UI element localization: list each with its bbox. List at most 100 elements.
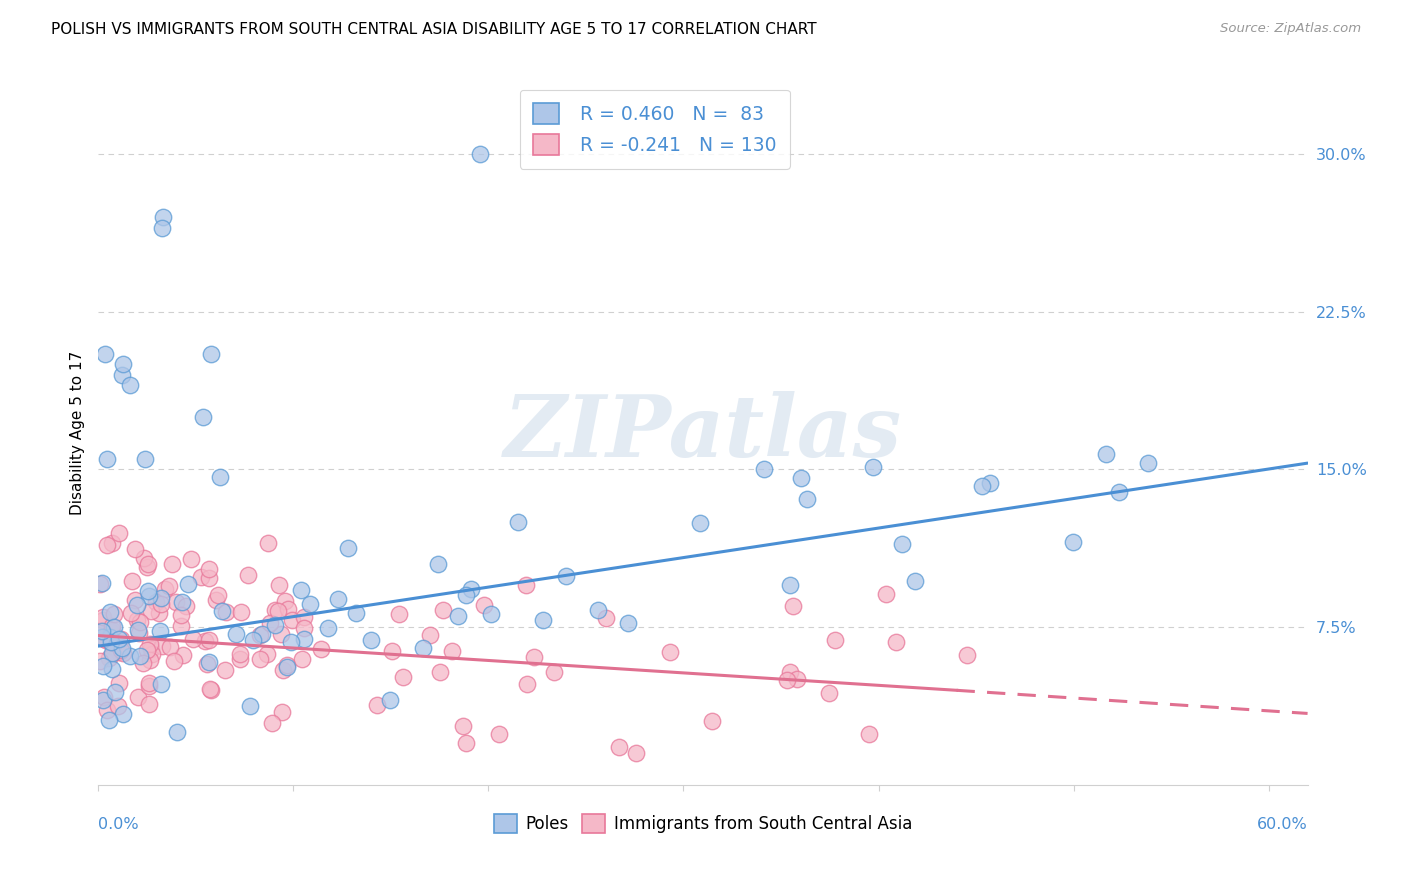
- Point: [1136, 457, 1159, 471]
- Point: [198, 655, 221, 669]
- Point: [91, 610, 114, 624]
- Point: [790, 471, 813, 485]
- Point: [215, 605, 238, 619]
- Point: [134, 451, 156, 466]
- Point: [101, 640, 124, 654]
- Point: [225, 627, 247, 641]
- Point: [239, 699, 262, 714]
- Text: POLISH VS IMMIGRANTS FROM SOUTH CENTRAL ASIA DISABILITY AGE 5 TO 17 CORRELATION : POLISH VS IMMIGRANTS FROM SOUTH CENTRAL …: [51, 22, 817, 37]
- Point: [138, 675, 160, 690]
- Point: [412, 640, 434, 655]
- Point: [280, 635, 302, 649]
- Point: [172, 648, 194, 662]
- Point: [181, 632, 204, 646]
- Point: [516, 677, 538, 691]
- Point: [388, 607, 411, 621]
- Point: [94, 633, 117, 648]
- Point: [419, 627, 441, 641]
- Point: [172, 595, 194, 609]
- Point: [98, 651, 121, 665]
- Point: [139, 637, 162, 651]
- Point: [138, 697, 160, 711]
- Point: [136, 584, 159, 599]
- Point: [110, 643, 132, 657]
- Point: [214, 663, 236, 677]
- Point: [427, 557, 450, 571]
- Point: [260, 715, 283, 730]
- Point: [91, 631, 114, 645]
- Point: [689, 516, 711, 530]
- Point: [136, 557, 159, 571]
- Point: [555, 568, 578, 582]
- Point: [271, 663, 294, 677]
- Point: [277, 602, 299, 616]
- Point: [291, 651, 314, 665]
- Point: [890, 537, 912, 551]
- Point: [249, 628, 271, 642]
- Point: [159, 640, 181, 654]
- Point: [125, 598, 148, 612]
- Point: [111, 368, 134, 382]
- Point: [118, 378, 141, 392]
- Point: [190, 569, 212, 583]
- Point: [460, 582, 482, 597]
- Point: [101, 646, 124, 660]
- Point: [271, 706, 294, 720]
- Point: [98, 630, 121, 644]
- Point: [200, 683, 222, 698]
- Point: [159, 579, 181, 593]
- Point: [523, 649, 546, 664]
- Point: [344, 606, 367, 620]
- Point: [131, 656, 153, 670]
- Point: [149, 624, 172, 638]
- Point: [818, 686, 841, 700]
- Point: [124, 542, 146, 557]
- Point: [138, 679, 160, 693]
- Point: [488, 727, 510, 741]
- Point: [152, 210, 174, 224]
- Point: [101, 619, 124, 633]
- Point: [91, 693, 114, 707]
- Point: [139, 604, 162, 618]
- Point: [198, 633, 221, 648]
- Point: [432, 603, 454, 617]
- Point: [145, 595, 167, 609]
- Point: [786, 672, 808, 686]
- Point: [292, 621, 315, 635]
- Point: [103, 620, 125, 634]
- Point: [111, 646, 134, 660]
- Point: [360, 633, 382, 648]
- Point: [180, 552, 202, 566]
- Point: [326, 592, 349, 607]
- Point: [150, 639, 173, 653]
- Point: [454, 588, 477, 602]
- Point: [141, 648, 163, 662]
- Point: [162, 654, 184, 668]
- Point: [100, 623, 122, 637]
- Point: [1062, 535, 1084, 549]
- Point: [586, 603, 609, 617]
- Point: [112, 357, 135, 371]
- Point: [249, 652, 271, 666]
- Point: [104, 685, 127, 699]
- Point: [112, 707, 135, 722]
- Point: [110, 632, 132, 646]
- Point: [515, 578, 537, 592]
- Point: [128, 626, 150, 640]
- Point: [796, 491, 818, 506]
- Point: [381, 644, 404, 658]
- Point: [108, 676, 131, 690]
- Point: [468, 147, 491, 161]
- Point: [782, 599, 804, 613]
- Point: [270, 627, 292, 641]
- Point: [165, 595, 187, 609]
- Point: [700, 714, 723, 729]
- Point: [207, 588, 229, 602]
- Point: [337, 541, 360, 556]
- Point: [543, 665, 565, 679]
- Point: [107, 644, 129, 658]
- Point: [139, 641, 162, 656]
- Point: [451, 719, 474, 733]
- Point: [120, 648, 142, 663]
- Point: [149, 677, 172, 691]
